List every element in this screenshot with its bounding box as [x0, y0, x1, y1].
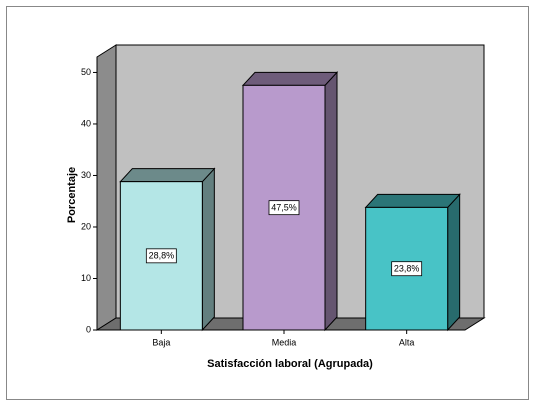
- y-tick-label: 30: [81, 170, 91, 180]
- bar-side: [324, 71, 338, 332]
- y-tick-label: 50: [81, 67, 91, 77]
- value-label: 23,8%: [394, 264, 420, 274]
- bar-side: [201, 167, 215, 332]
- x-tick-label: Media: [272, 337, 297, 347]
- bar-top: [364, 193, 461, 208]
- value-label-box: [391, 261, 423, 277]
- y-tick-label: 40: [81, 118, 91, 128]
- bar-top: [241, 71, 339, 86]
- y-tick-label: 20: [81, 221, 91, 231]
- side-wall: [96, 44, 117, 331]
- y-tick-label: 10: [81, 273, 91, 283]
- bar-side: [447, 193, 461, 332]
- y-tick-label: 0: [86, 324, 91, 334]
- x-axis-title: Satisfacción laboral (Agrupada): [207, 358, 373, 370]
- x-tick-label: Baja: [152, 337, 170, 347]
- value-label-box: [268, 200, 300, 216]
- value-label-box: [145, 248, 177, 264]
- x-tick-label: Alta: [399, 337, 415, 347]
- y-axis-title: Porcentaje: [66, 167, 78, 223]
- value-label: 28,8%: [149, 251, 175, 261]
- bar-top: [119, 168, 216, 183]
- value-label: 47,5%: [271, 203, 297, 213]
